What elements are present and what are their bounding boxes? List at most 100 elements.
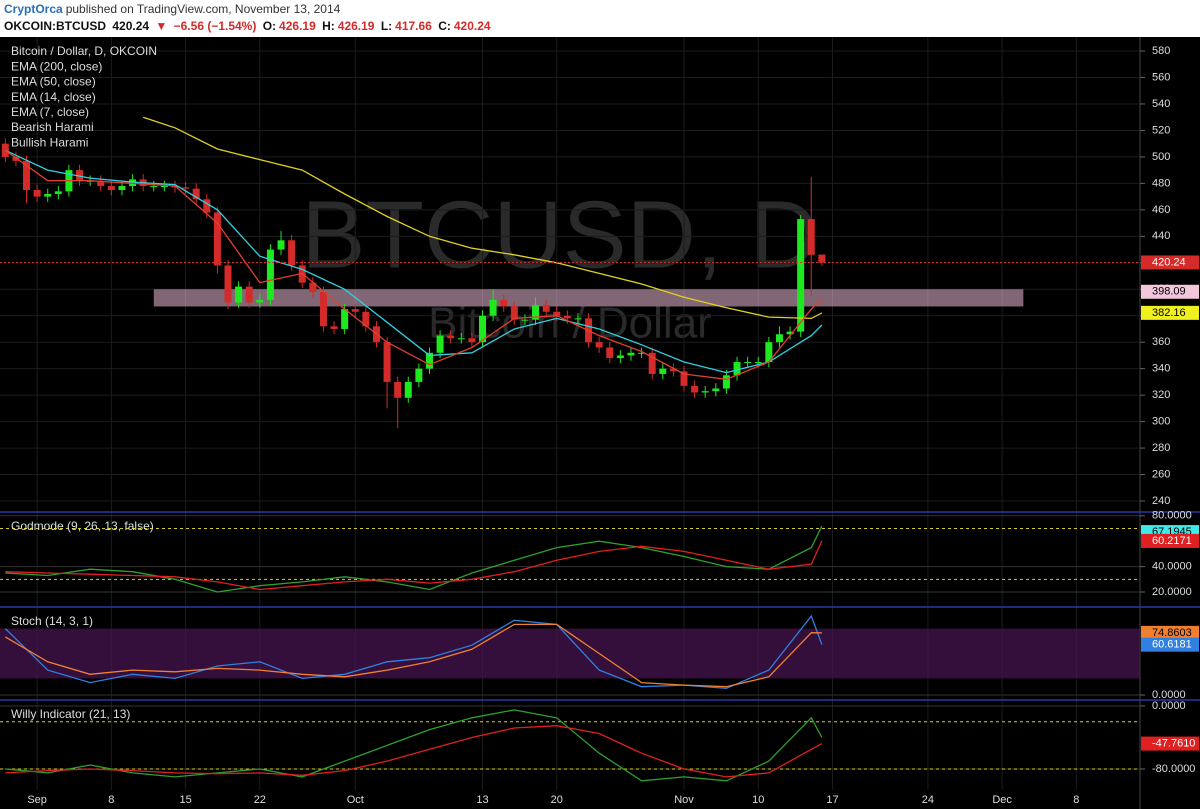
y-tick-label: 580 bbox=[1152, 45, 1170, 57]
candle-body bbox=[160, 186, 168, 188]
candle-body bbox=[500, 299, 508, 307]
candle-body bbox=[288, 240, 296, 266]
indicator-line bbox=[4, 623, 822, 688]
candle-body bbox=[648, 352, 656, 374]
candle-body bbox=[415, 368, 423, 382]
candle-body bbox=[765, 342, 773, 363]
indicator-line bbox=[5, 725, 823, 778]
candle-body bbox=[319, 291, 327, 327]
watermark-description: Bitcoin / Dollar bbox=[428, 299, 712, 348]
candle-body bbox=[203, 199, 211, 213]
x-tick-label: 22 bbox=[254, 794, 266, 806]
watermark-symbol: BTCUSD, D bbox=[301, 181, 818, 288]
price-label-box bbox=[1141, 305, 1199, 320]
candle-body bbox=[362, 311, 370, 327]
header: CryptOrca published on TradingView.com, N… bbox=[0, 0, 1200, 37]
indicator-line bbox=[5, 540, 823, 591]
indicator-line bbox=[5, 525, 823, 593]
candle-body bbox=[595, 342, 603, 348]
price-label-box bbox=[1141, 625, 1199, 640]
candle-body bbox=[150, 186, 158, 188]
price-label: 60.6181 bbox=[1152, 639, 1192, 651]
price-label: -47.7610 bbox=[1152, 737, 1195, 749]
y-tick-label: 360 bbox=[1152, 336, 1170, 348]
x-tick-label: 13 bbox=[476, 794, 488, 806]
y-tick-label: 260 bbox=[1152, 468, 1170, 480]
y-tick-label: 40.0000 bbox=[1152, 561, 1192, 573]
highlight-zone bbox=[153, 289, 1024, 307]
y-tick-label: 80.0000 bbox=[1152, 510, 1192, 522]
open-label: O: bbox=[262, 19, 277, 33]
candle-body bbox=[722, 375, 730, 389]
candle-body bbox=[330, 326, 338, 329]
publish-line: CryptOrca published on TradingView.com, N… bbox=[4, 2, 343, 16]
candle-body bbox=[436, 335, 444, 353]
candle-body bbox=[542, 305, 550, 312]
candle-body bbox=[627, 352, 635, 356]
y-tick-label: 320 bbox=[1152, 389, 1170, 401]
candle-body bbox=[213, 212, 221, 266]
high: 426.19 bbox=[337, 19, 375, 33]
price-label: 60.2171 bbox=[1152, 535, 1192, 547]
symbol: OKCOIN:BTCUSD bbox=[4, 19, 106, 33]
legend-entry: EMA (200, close) bbox=[11, 59, 102, 73]
panel-title: Godmode (9, 26, 13, false) bbox=[11, 519, 154, 533]
user[interactable]: CryptOrca bbox=[4, 2, 63, 16]
candle-body bbox=[606, 347, 614, 359]
candle-body bbox=[192, 188, 200, 200]
low-label: L: bbox=[380, 19, 393, 33]
x-tick-label: 24 bbox=[922, 794, 934, 806]
price-label-box bbox=[1141, 284, 1199, 299]
x-tick-label: 10 bbox=[752, 794, 764, 806]
y-tick-label: 20.0000 bbox=[1152, 586, 1192, 598]
candle-body bbox=[12, 156, 20, 161]
y-tick-label: 340 bbox=[1152, 363, 1170, 375]
legend-entry: Bullish Harami bbox=[11, 135, 88, 149]
candle-body bbox=[510, 306, 518, 320]
x-tick-label: Dec bbox=[992, 794, 1012, 806]
quote-line: OKCOIN:BTCUSD 420.24 ▼ −6.56 (−1.54%) O:… bbox=[4, 19, 494, 33]
candle-body bbox=[97, 180, 105, 187]
candle-body bbox=[574, 318, 582, 320]
price-label: 420.24 bbox=[1152, 256, 1186, 268]
legend-entry: EMA (14, close) bbox=[11, 90, 96, 104]
x-tick-label: 17 bbox=[826, 794, 838, 806]
candle-body bbox=[659, 368, 667, 374]
price-label-box bbox=[1141, 637, 1199, 652]
y-tick-label: 280 bbox=[1152, 442, 1170, 454]
down-arrow: ▼ bbox=[155, 19, 168, 33]
candle-body bbox=[680, 371, 688, 386]
close-label: C: bbox=[438, 19, 451, 33]
price-label-box bbox=[1141, 533, 1199, 548]
y-tick-label: 240 bbox=[1152, 495, 1170, 507]
x-tick-label: 8 bbox=[1073, 794, 1079, 806]
indicator-line bbox=[5, 149, 823, 374]
candle-body bbox=[33, 189, 41, 197]
published: published on TradingView.com, November 1… bbox=[65, 2, 341, 16]
y-tick-label: 0.0000 bbox=[1152, 689, 1186, 701]
price-label-box bbox=[1141, 255, 1199, 270]
panel-title: Willy Indicator (21, 13) bbox=[11, 707, 130, 721]
x-tick-label: Nov bbox=[674, 794, 694, 806]
candle-body bbox=[553, 311, 561, 316]
y-tick-label: 300 bbox=[1152, 416, 1170, 428]
legend-entry: EMA (50, close) bbox=[11, 75, 96, 89]
candle-body bbox=[383, 342, 391, 382]
candle-body bbox=[23, 160, 31, 190]
candle-body bbox=[691, 385, 699, 393]
indicator-line bbox=[4, 149, 823, 380]
indicator-line bbox=[4, 614, 823, 690]
y-tick-label: 460 bbox=[1152, 204, 1170, 216]
chart: BTCUSD, D Bitcoin / Dollar Sep 8 15 22 Oct 13… bbox=[0, 37, 1200, 809]
price-label-box bbox=[1141, 736, 1199, 751]
x-tick-label: 8 bbox=[108, 794, 114, 806]
high-label: H: bbox=[322, 19, 335, 33]
candle-body bbox=[256, 299, 264, 303]
candle-body bbox=[235, 286, 243, 303]
candle-body bbox=[182, 187, 190, 189]
last: 420.24 bbox=[112, 19, 150, 33]
candle-body bbox=[479, 315, 487, 343]
y-tick-label: 540 bbox=[1152, 98, 1170, 110]
candle-body bbox=[563, 315, 571, 319]
